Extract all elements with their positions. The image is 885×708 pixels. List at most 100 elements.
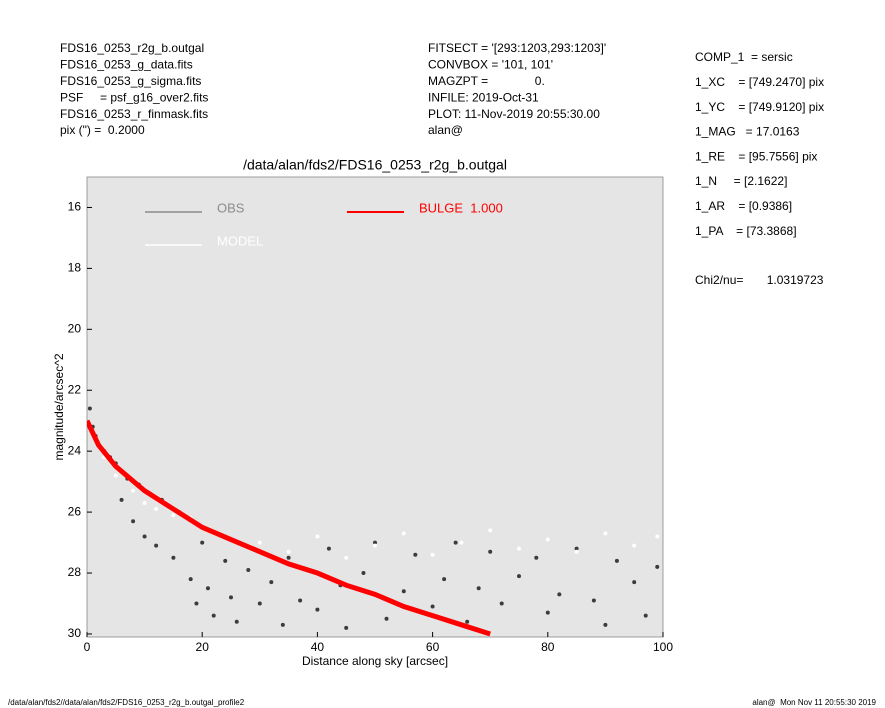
plot-area [86,176,664,638]
x-tick-label: 80 [541,640,555,654]
data-point [315,534,320,539]
x-tick-label: 40 [311,640,325,654]
data-point [488,549,493,554]
data-point [488,528,493,533]
data-point [119,497,124,502]
data-point [154,543,159,548]
data-point [373,540,377,545]
data-point [643,613,648,618]
data-point [655,564,660,569]
chart-title: /data/alan/fds2/FDS16_0253_r2g_b.outgal [243,157,507,173]
chi-square: Chi2/nu= 1.0319723 [695,273,824,287]
header-left-line: pix (") = 0.2000 [60,123,145,137]
data-point [401,589,406,594]
data-point [384,616,389,621]
data-point [459,540,464,545]
data-point [517,546,521,551]
parameter-line: 1_XC = [749.2470] pix [695,75,824,89]
data-point [453,540,458,545]
data-point [188,577,193,582]
data-point [171,513,176,518]
header-middle-line: MAGZPT = 0. [428,74,545,88]
data-point [113,473,118,478]
data-point [655,534,660,539]
data-point [545,610,550,615]
header-middle-line: CONVBOX = '101, 101' [428,58,553,72]
parameter-line: 1_YC = [749.9120] pix [695,100,824,114]
x-tick-label: 60 [426,640,440,654]
header-left-line: FDS16_0253_r2g_b.outgal [60,41,204,55]
data-point [534,555,539,560]
legend-label: OBS [217,200,245,215]
data-point [205,586,210,591]
data-point [154,507,159,512]
plot-layer [87,406,660,637]
data-point [632,543,637,548]
parameter-line: 1_MAG = 17.0163 [695,125,800,139]
y-tick-label: 26 [68,504,82,518]
data-point [257,601,262,606]
data-point [269,580,274,585]
data-point [614,558,619,563]
y-tick-label: 30 [68,626,82,640]
data-point [286,555,291,560]
y-tick-label: 24 [68,443,82,457]
data-point [194,601,199,606]
data-point [229,595,233,600]
header-middle-line: INFILE: 2019-Oct-31 [428,90,539,104]
header-left-line: PSF = psf_g16_over2.fits [60,90,208,104]
x-tick-label: 0 [84,640,91,654]
data-point [200,540,205,545]
data-point [87,406,92,411]
data-point [465,619,470,624]
data-point [344,625,349,630]
header-left-line: FDS16_0253_g_data.fits [60,58,193,72]
data-point [286,549,291,554]
data-point [298,598,303,603]
parameter-line: COMP_1 = sersic [695,50,793,64]
parameter-line: 1_PA = [73.3868] [695,224,797,238]
legend-label: MODEL [217,233,263,248]
data-point [257,540,262,545]
data-point [499,601,504,606]
data-point [142,534,147,539]
data-point [632,580,637,585]
data-point [430,552,435,557]
y-tick-label: 28 [68,565,82,579]
x-tick-label: 20 [196,640,210,654]
data-point [131,519,136,524]
data-point [142,500,147,505]
x-tick-label: 100 [653,640,673,654]
y-tick-label: 22 [68,382,82,396]
header-middle-line: FITSECT = '[293:1203,293:1203]' [428,41,606,55]
data-point [171,555,176,560]
header-middle-line: alan@ [428,123,463,137]
data-point [430,604,435,609]
parameter-line: 1_RE = [95.7556] pix [695,149,817,163]
y-tick-label: 20 [68,321,82,335]
data-point [315,607,320,612]
data-point [413,552,418,557]
data-point [603,531,608,536]
data-point [574,549,579,554]
data-point [211,613,216,618]
data-point [234,619,239,624]
x-axis-label: Distance along sky [arcsec] [302,654,448,668]
data-point [401,531,406,536]
data-point [591,598,596,603]
data-point [361,571,366,576]
parameter-line: 1_AR = [0.9386] [695,199,792,213]
y-tick-label: 16 [68,200,82,214]
data-point [574,546,579,551]
legend-label: BULGE 1.000 [419,200,503,215]
footer-right: alan@ Mon Nov 11 20:55:30 2019 [752,698,876,707]
data-point [344,555,349,560]
header-middle-line: PLOT: 11-Nov-2019 20:55:30.00 [428,107,600,121]
parameter-line: 1_N = [2.1622] [695,174,787,188]
header-left-line: FDS16_0253_r_finmask.fits [60,107,208,121]
data-point [476,586,481,591]
data-point [545,537,550,542]
data-point [246,567,251,572]
data-point [326,546,331,551]
data-point [442,577,447,582]
